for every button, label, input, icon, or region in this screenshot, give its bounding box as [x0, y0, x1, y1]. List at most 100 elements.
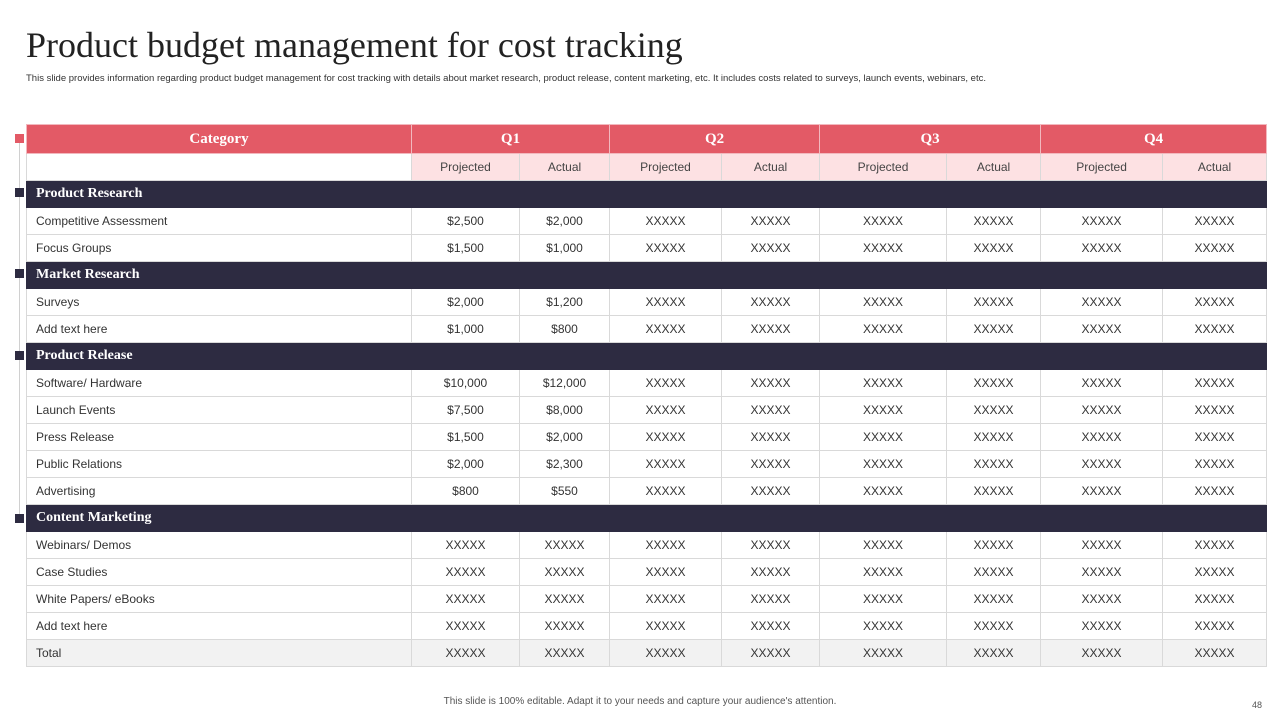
row-label: Software/ Hardware — [26, 369, 412, 397]
value-cell: XXXXX — [1162, 369, 1268, 397]
subheader-cell: Projected — [1040, 153, 1164, 181]
value-cell: XXXXX — [819, 612, 948, 640]
table-row: Focus Groups $1,500 $1,000 XXXXX XXXXX XXXXX X… — [26, 234, 1268, 262]
value-cell: XXXXX — [946, 585, 1042, 613]
row-label: Launch Events — [26, 396, 412, 424]
value-cell: XXXXX — [819, 585, 948, 613]
value-cell: XXXXX — [819, 396, 948, 424]
quarter-header: Q2 — [609, 124, 821, 154]
value-cell: $2,000 — [411, 450, 520, 478]
value-cell: XXXXX — [946, 288, 1042, 316]
section-header-row: Market Research — [25, 261, 1268, 289]
total-value-cell: XXXXX — [1162, 639, 1268, 667]
table-row: Case Studies XXXXX XXXXX XXXXX XXXXX XXXXX XXX… — [26, 558, 1268, 586]
subheader-blank-cell — [26, 153, 412, 181]
value-cell: XXXXX — [1162, 531, 1268, 559]
subheader-cell: Actual — [518, 153, 611, 181]
value-cell: XXXXX — [819, 369, 948, 397]
value-cell: XXXXX — [1040, 234, 1164, 262]
total-value-cell: XXXXX — [518, 639, 611, 667]
section-marker — [15, 514, 24, 523]
row-label: Surveys — [26, 288, 412, 316]
value-cell: XXXXX — [1162, 207, 1268, 235]
value-cell: XXXXX — [946, 612, 1042, 640]
value-cell: $2,000 — [518, 207, 611, 235]
subheader-cell: Projected — [609, 153, 723, 181]
value-cell: XXXXX — [609, 612, 723, 640]
value-cell: XXXXX — [518, 612, 611, 640]
value-cell: XXXXX — [518, 531, 611, 559]
section-marker — [15, 188, 24, 197]
value-cell: $800 — [411, 477, 520, 505]
value-cell: XXXXX — [609, 585, 723, 613]
subheader-cell: Actual — [1162, 153, 1268, 181]
category-header: Category — [26, 124, 412, 154]
total-value-cell: XXXXX — [946, 639, 1042, 667]
row-label: Focus Groups — [26, 234, 412, 262]
value-cell: XXXXX — [411, 585, 520, 613]
value-cell: XXXXX — [1162, 315, 1268, 343]
value-cell: XXXXX — [609, 315, 723, 343]
total-value-cell: XXXXX — [411, 639, 520, 667]
section-title: Market Research — [25, 261, 1268, 289]
table-row: Launch Events $7,500 $8,000 XXXXX XXXXX XXXXX… — [26, 396, 1268, 424]
value-cell: XXXXX — [946, 234, 1042, 262]
value-cell: XXXXX — [721, 369, 821, 397]
value-cell: XXXXX — [946, 531, 1042, 559]
budget-table: Category Q1 Q2 Q3 Q4 Projected Actual Pr… — [25, 124, 1268, 667]
value-cell: XXXXX — [411, 612, 520, 640]
total-row: Total XXXXX XXXXX XXXXX XXXXX XXXXX XXXXX XXXXX… — [26, 639, 1268, 667]
value-cell: XXXXX — [1162, 423, 1268, 451]
value-cell: XXXXX — [819, 234, 948, 262]
value-cell: XXXXX — [819, 477, 948, 505]
row-label: Advertising — [26, 477, 412, 505]
value-cell: $7,500 — [411, 396, 520, 424]
value-cell: XXXXX — [819, 288, 948, 316]
total-value-cell: XXXXX — [1040, 639, 1164, 667]
header-marker — [15, 134, 24, 143]
value-cell: XXXXX — [1162, 558, 1268, 586]
total-label: Total — [26, 639, 412, 667]
page-subtitle: This slide provides information regardin… — [26, 73, 986, 84]
section-title: Content Marketing — [25, 504, 1268, 532]
value-cell: XXXXX — [721, 612, 821, 640]
value-cell: XXXXX — [819, 207, 948, 235]
value-cell: $8,000 — [518, 396, 611, 424]
value-cell: XXXXX — [721, 531, 821, 559]
row-label: Public Relations — [26, 450, 412, 478]
value-cell: XXXXX — [1162, 612, 1268, 640]
value-cell: XXXXX — [1162, 477, 1268, 505]
row-label: Case Studies — [26, 558, 412, 586]
section-marker — [15, 269, 24, 278]
value-cell: XXXXX — [946, 450, 1042, 478]
table-row: Public Relations $2,000 $2,300 XXXXX XXXXX XX… — [26, 450, 1268, 478]
value-cell: XXXXX — [518, 585, 611, 613]
value-cell: XXXXX — [609, 423, 723, 451]
value-cell: XXXXX — [819, 450, 948, 478]
value-cell: XXXXX — [609, 477, 723, 505]
value-cell: XXXXX — [819, 423, 948, 451]
table-row: Add text here XXXXX XXXXX XXXXX XXXXX XXXXX XX… — [26, 612, 1268, 640]
value-cell: XXXXX — [609, 369, 723, 397]
value-cell: XXXXX — [721, 396, 821, 424]
quarter-header-row: Category Q1 Q2 Q3 Q4 — [26, 124, 1268, 154]
value-cell: XXXXX — [819, 531, 948, 559]
row-label: Webinars/ Demos — [26, 531, 412, 559]
quarter-header: Q1 — [410, 124, 611, 154]
value-cell: $12,000 — [518, 369, 611, 397]
value-cell: $2,000 — [518, 423, 611, 451]
quarter-header: Q3 — [819, 124, 1042, 154]
total-value-cell: XXXXX — [609, 639, 723, 667]
value-cell: XXXXX — [609, 234, 723, 262]
section-header-row: Product Release — [25, 342, 1268, 370]
value-cell: $10,000 — [411, 369, 520, 397]
total-value-cell: XXXXX — [819, 639, 948, 667]
value-cell: XXXXX — [1040, 207, 1164, 235]
value-cell: XXXXX — [1162, 288, 1268, 316]
subheader-cell: Projected — [819, 153, 948, 181]
row-label: Press Release — [26, 423, 412, 451]
value-cell: XXXXX — [609, 531, 723, 559]
value-cell: $1,500 — [411, 423, 520, 451]
value-cell: XXXXX — [946, 315, 1042, 343]
table-row: Webinars/ Demos XXXXX XXXXX XXXXX XXXXX XXXXX… — [26, 531, 1268, 559]
